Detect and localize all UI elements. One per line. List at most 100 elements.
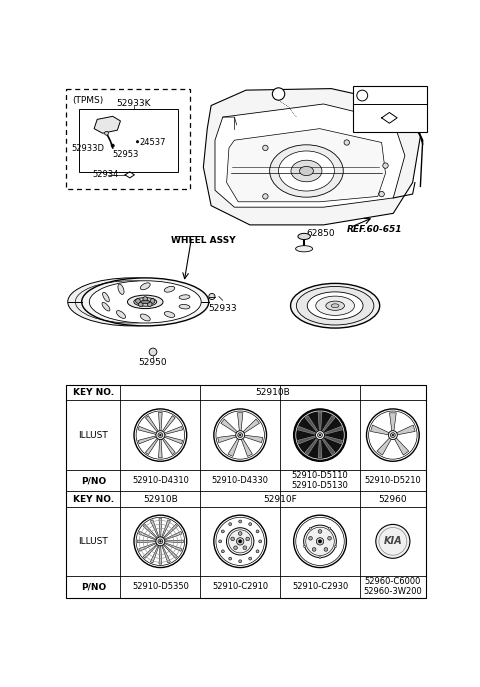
Circle shape	[304, 525, 336, 558]
Ellipse shape	[270, 145, 343, 197]
Circle shape	[105, 131, 108, 135]
Ellipse shape	[68, 278, 195, 326]
Text: KEY NO.: KEY NO.	[73, 388, 114, 397]
Circle shape	[143, 297, 147, 302]
Circle shape	[234, 546, 238, 550]
Polygon shape	[322, 438, 335, 455]
Ellipse shape	[140, 283, 150, 290]
Polygon shape	[162, 543, 178, 559]
Circle shape	[259, 540, 262, 543]
Polygon shape	[162, 438, 175, 455]
Text: P/NO: P/NO	[81, 583, 106, 592]
Ellipse shape	[296, 286, 374, 325]
Bar	[66, 89, 190, 189]
Ellipse shape	[164, 286, 175, 292]
Polygon shape	[145, 438, 159, 455]
Polygon shape	[161, 544, 170, 563]
Circle shape	[272, 88, 285, 100]
Ellipse shape	[290, 284, 380, 328]
Circle shape	[239, 540, 242, 543]
Text: 52910F: 52910F	[263, 495, 297, 504]
Polygon shape	[221, 419, 238, 433]
Polygon shape	[215, 104, 405, 207]
Polygon shape	[228, 438, 240, 456]
Text: 52910B: 52910B	[143, 495, 178, 504]
Polygon shape	[318, 439, 322, 458]
Circle shape	[263, 194, 268, 199]
Circle shape	[318, 530, 322, 533]
Ellipse shape	[296, 246, 312, 252]
Circle shape	[159, 541, 161, 542]
Circle shape	[316, 538, 324, 545]
Polygon shape	[241, 438, 252, 456]
Circle shape	[294, 409, 347, 461]
Ellipse shape	[140, 314, 150, 321]
Polygon shape	[139, 532, 157, 541]
Circle shape	[229, 557, 232, 560]
Polygon shape	[318, 412, 322, 431]
Circle shape	[309, 537, 312, 540]
Polygon shape	[163, 542, 182, 552]
Ellipse shape	[89, 281, 201, 323]
Text: 52910-D4310: 52910-D4310	[132, 476, 189, 485]
Polygon shape	[217, 435, 237, 442]
Polygon shape	[163, 532, 182, 541]
Circle shape	[219, 540, 222, 543]
Circle shape	[243, 546, 247, 550]
Polygon shape	[305, 438, 318, 455]
Circle shape	[246, 537, 250, 541]
Polygon shape	[305, 416, 318, 433]
Bar	[66, 385, 426, 598]
Circle shape	[136, 299, 140, 303]
Text: ILLUST: ILLUST	[78, 537, 108, 546]
Polygon shape	[138, 427, 157, 435]
Polygon shape	[164, 540, 183, 543]
Circle shape	[227, 528, 254, 555]
Circle shape	[329, 527, 331, 529]
Polygon shape	[162, 524, 178, 539]
Circle shape	[138, 302, 143, 306]
Polygon shape	[323, 427, 342, 435]
Circle shape	[367, 409, 419, 461]
Ellipse shape	[118, 284, 124, 295]
Ellipse shape	[307, 292, 363, 319]
Ellipse shape	[116, 311, 126, 318]
Text: ILLUST: ILLUST	[78, 431, 108, 440]
Text: 24537: 24537	[139, 138, 166, 147]
Circle shape	[147, 302, 152, 306]
Ellipse shape	[298, 234, 311, 240]
Circle shape	[312, 548, 316, 551]
Text: 52910-D5110
52910-D5130: 52910-D5110 52910-D5130	[291, 471, 348, 491]
Text: KEY NO.: KEY NO.	[73, 495, 114, 504]
Polygon shape	[145, 416, 159, 433]
Circle shape	[256, 550, 259, 553]
Circle shape	[315, 431, 324, 440]
Circle shape	[209, 293, 215, 300]
Polygon shape	[94, 116, 120, 133]
Polygon shape	[143, 524, 158, 539]
Polygon shape	[242, 419, 260, 433]
Circle shape	[134, 409, 187, 461]
Polygon shape	[396, 425, 415, 435]
Ellipse shape	[291, 160, 322, 182]
Polygon shape	[322, 416, 335, 433]
Circle shape	[159, 434, 161, 436]
Text: 52933K: 52933K	[116, 100, 151, 109]
Text: 52910-D5350: 52910-D5350	[132, 583, 189, 592]
Ellipse shape	[278, 151, 335, 191]
Polygon shape	[138, 436, 157, 444]
Text: (TPMS): (TPMS)	[72, 96, 104, 105]
Text: 52934: 52934	[93, 170, 119, 179]
Text: 62852: 62852	[372, 91, 403, 100]
Polygon shape	[164, 427, 183, 435]
Ellipse shape	[102, 302, 110, 311]
Text: 62850: 62850	[306, 229, 335, 238]
Polygon shape	[143, 543, 158, 559]
Text: 52933D: 52933D	[71, 144, 104, 153]
Text: 52910-C2910: 52910-C2910	[212, 583, 268, 592]
Circle shape	[294, 515, 347, 567]
Polygon shape	[394, 437, 409, 455]
Circle shape	[379, 192, 384, 196]
Circle shape	[158, 539, 163, 543]
Polygon shape	[323, 436, 342, 444]
